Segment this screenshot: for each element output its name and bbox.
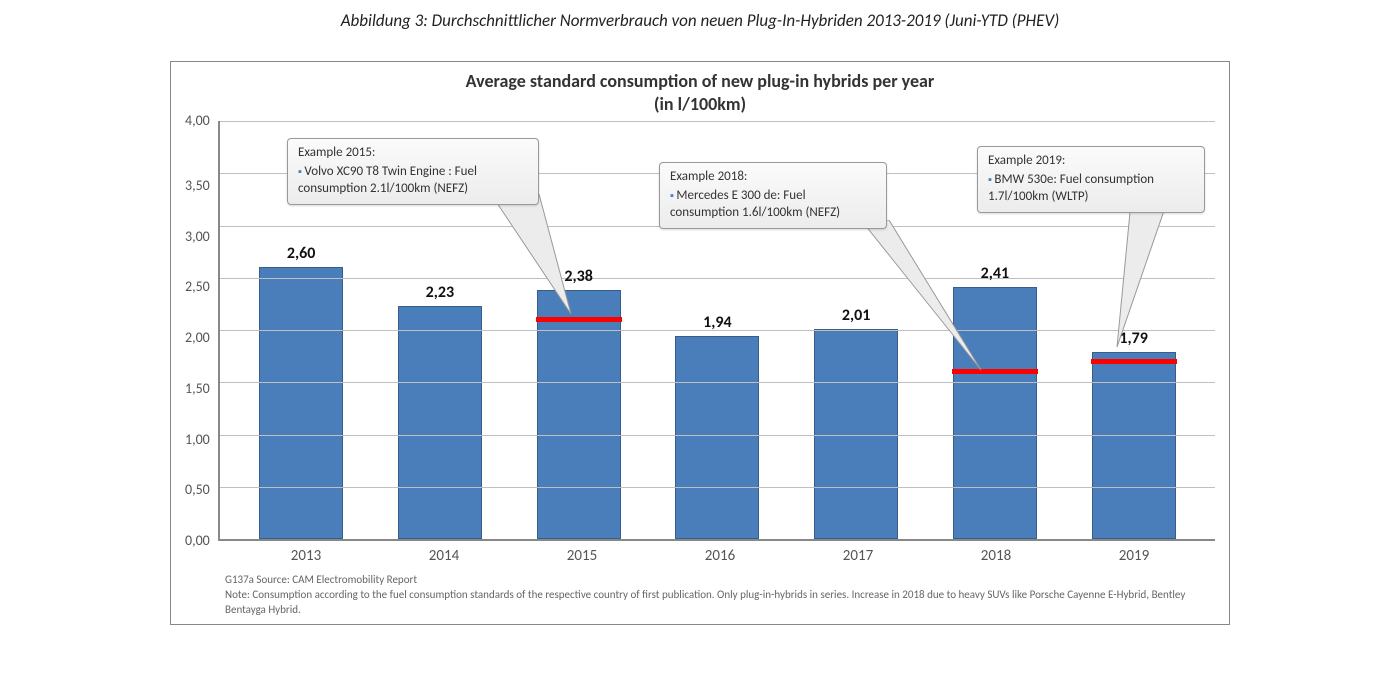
x-tick-label: 2014 [375,547,513,565]
grid-line [220,382,1215,383]
callout-head: Example 2015: [298,145,528,162]
bar [675,336,759,539]
callout-2015: Example 2015: Volvo XC90 T8 Twin Engine … [287,138,539,205]
bar-value-label: 2,38 [564,267,592,286]
callout-2018: Example 2018: Mercedes E 300 de: Fuel co… [659,162,887,229]
chart-title: Average standard consumption of new plug… [185,70,1215,115]
reference-marker [1091,359,1177,364]
x-tick-label: 2015 [513,547,651,565]
callout-head: Example 2018: [670,169,876,186]
grid-line [220,487,1215,488]
bar [398,306,482,539]
y-tick-label: 0,50 [185,483,210,497]
y-axis: 4,003,503,002,502,001,501,000,500,00 [185,121,218,541]
y-tick-label: 2,00 [185,331,210,345]
x-tick-label: 2018 [927,547,1065,565]
chart-container: Average standard consumption of new plug… [170,61,1230,625]
y-tick-label: 1,50 [185,382,210,396]
callout-body: Volvo XC90 T8 Twin Engine : Fuel consump… [298,164,528,198]
y-tick-label: 3,00 [185,230,210,244]
bar-value-label: 2,60 [287,244,315,263]
x-axis: 2013201420152016201720182019 [225,541,1215,565]
y-tick-label: 0,00 [185,534,210,548]
y-tick-label: 4,00 [185,114,210,128]
reference-marker [536,317,622,322]
reference-marker [952,369,1038,374]
y-tick-label: 3,50 [185,179,210,193]
callout-head: Example 2019: [988,153,1194,170]
bar-value-label: 1,79 [1119,329,1147,348]
grid-line [220,121,1215,122]
callout-2019: Example 2019: BMW 530e: Fuel consumption… [977,146,1205,213]
x-tick-label: 2017 [789,547,927,565]
chart-footnote: G137a Source: CAM Electromobility Report… [225,573,1215,618]
bar-value-label: 2,23 [426,283,454,302]
y-tick-label: 2,50 [185,280,210,294]
footnote-source: G137a Source: CAM Electromobility Report [225,573,1215,588]
grid-line [220,278,1215,279]
callout-body: BMW 530e: Fuel consumption 1.7l/100km (W… [988,172,1194,206]
bar [953,287,1037,539]
x-tick-label: 2016 [651,547,789,565]
x-tick-label: 2019 [1065,547,1203,565]
bar [259,267,343,539]
bar [537,290,621,539]
bar-value-label: 1,94 [703,313,731,332]
chart-title-line2: (in l/100km) [654,93,746,115]
bar-value-label: 2,01 [842,306,870,325]
y-tick-label: 1,00 [185,433,210,447]
grid-line [220,435,1215,436]
x-tick-label: 2013 [237,547,375,565]
footnote-note: Note: Consumption according to the fuel … [225,588,1215,618]
bar-value-label: 2,41 [981,264,1009,283]
chart-title-line1: Average standard consumption of new plug… [466,70,935,92]
figure-caption: Abbildung 3: Durchschnittlicher Normverb… [80,10,1320,31]
bar [1092,352,1176,539]
callout-body: Mercedes E 300 de: Fuel consumption 1.6l… [670,188,876,222]
